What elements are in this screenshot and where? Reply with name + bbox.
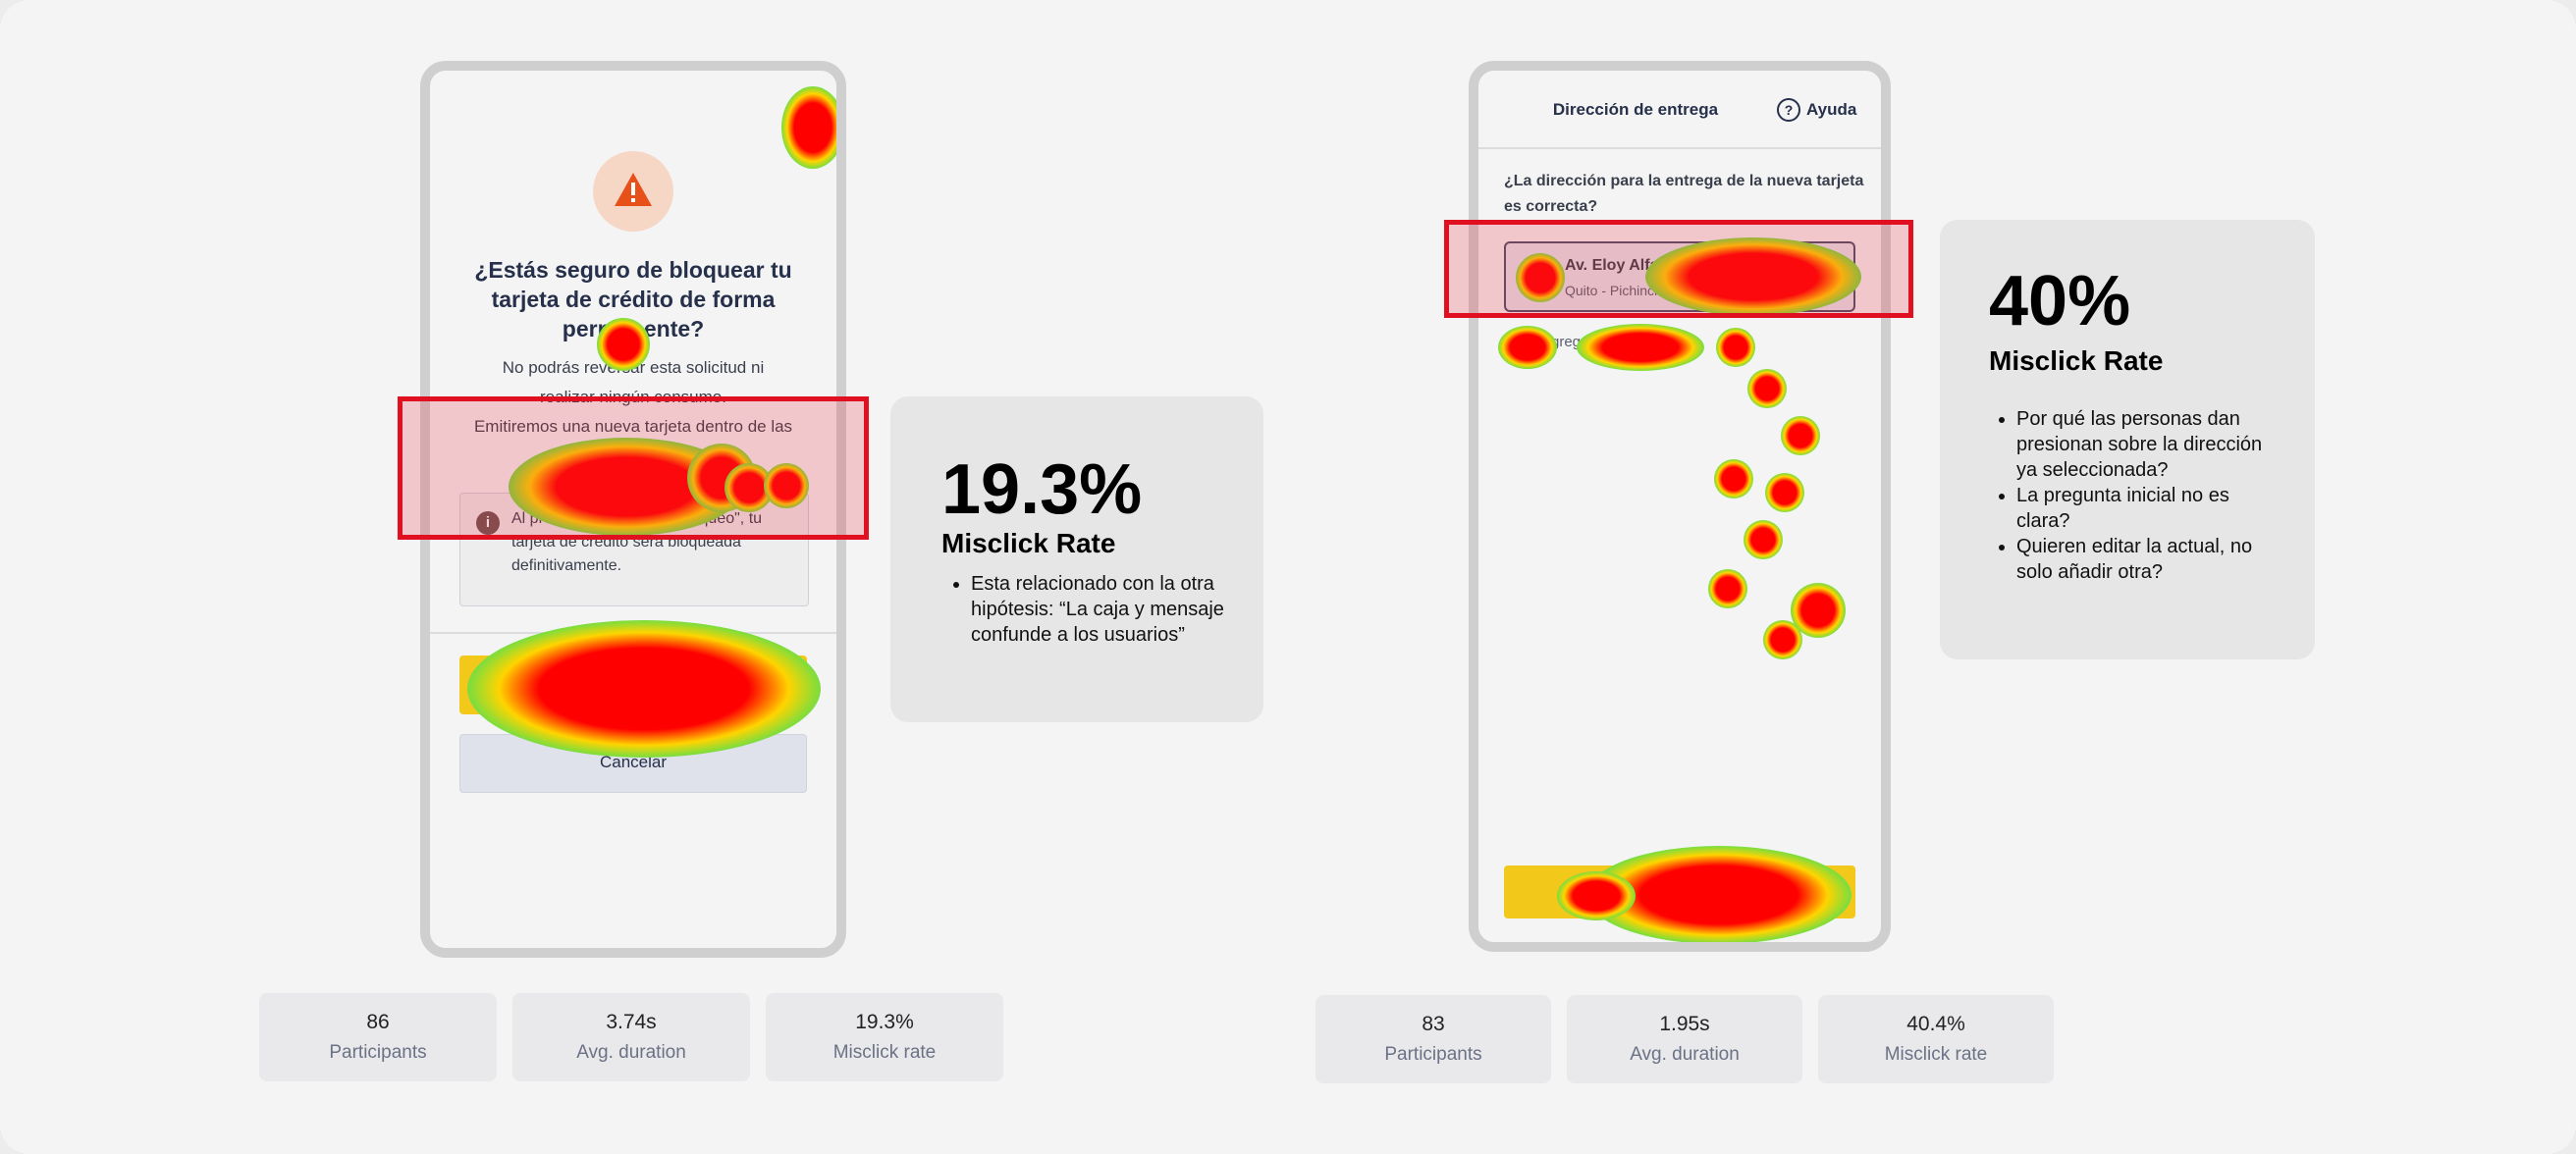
notes-list: Por qué las personas dan presionan sobre… xyxy=(1995,406,2272,585)
stat-duration: 3.74s Avg. duration xyxy=(512,993,750,1081)
stat-value: 1.95s xyxy=(1659,1013,1710,1035)
stat-misclick: 19.3% Misclick rate xyxy=(766,993,1003,1081)
highlight-box-right xyxy=(1444,220,1913,318)
question-text: ¿La dirección para la entrega de la nuev… xyxy=(1504,173,1864,215)
stat-participants: 86 Participants xyxy=(259,993,497,1081)
left-metric-card: 19.3% Misclick Rate Esta relacionado con… xyxy=(890,396,1263,722)
heat-blob xyxy=(1765,473,1804,512)
heat-blob xyxy=(1791,583,1846,638)
question-circle-icon: ? xyxy=(1777,98,1800,122)
plus-icon: + xyxy=(1518,330,1530,354)
misclick-label: Misclick Rate xyxy=(941,528,1116,558)
address-line2: Quito - Pichincha xyxy=(1565,283,1670,298)
misclick-value: 19.3% xyxy=(941,450,1143,529)
stat-label: Misclick rate xyxy=(832,1042,937,1063)
confirm-label: Confirmar xyxy=(1573,882,1648,899)
warning-triangle-icon xyxy=(615,173,652,206)
notes-list: Esta relacionado con la otra hipótesis: … xyxy=(949,571,1236,648)
confirm-block-button[interactable] xyxy=(459,656,807,714)
misclick-label: Misclick Rate xyxy=(1989,345,2164,376)
help-label: Ayuda xyxy=(1806,100,1857,119)
confirm-button[interactable]: Confirmar xyxy=(1504,866,1855,918)
stat-label: Misclick rate xyxy=(1884,1044,1988,1065)
heat-blob xyxy=(1744,520,1783,559)
header-divider xyxy=(1478,147,1881,149)
heat-blob xyxy=(781,86,836,169)
heat-blob xyxy=(1747,369,1787,408)
warning-icon-circle xyxy=(593,151,673,232)
stat-duration: 1.95s Avg. duration xyxy=(1567,995,1802,1083)
note-item: Esta relacionado con la otra hipótesis: … xyxy=(971,571,1236,648)
add-address-link[interactable]: + Agregar otra dirección xyxy=(1504,330,1740,357)
right-phone-screen: Dirección de entrega ? Ayuda ¿La direcci… xyxy=(1469,61,1891,952)
info-icon: i xyxy=(476,511,500,535)
heat-blob xyxy=(1714,459,1753,498)
heat-blob xyxy=(1763,620,1802,659)
heat-blob xyxy=(1781,416,1820,455)
stat-value: 40.4% xyxy=(1906,1013,1965,1035)
dialog-title: ¿Estás seguro de bloquear tu tarjeta de … xyxy=(474,257,792,341)
cancel-label: Cancelar xyxy=(599,753,668,771)
stat-value: 83 xyxy=(1422,1013,1445,1035)
stat-label: Participants xyxy=(1384,1044,1482,1065)
right-metric-card: 40% Misclick Rate Por qué las personas d… xyxy=(1940,220,2315,659)
note-item: Por qué las personas dan presionan sobre… xyxy=(2016,406,2272,483)
stat-label: Avg. duration xyxy=(576,1042,686,1063)
divider xyxy=(430,632,836,634)
note-item: Quieren editar la actual, no solo añadir… xyxy=(2016,534,2272,585)
stat-value: 3.74s xyxy=(606,1011,657,1033)
header-title: Dirección de entrega xyxy=(1552,100,1719,119)
left-phone-screen: ¿Estás seguro de bloquear tu tarjeta de … xyxy=(420,61,846,958)
heat-blob xyxy=(1708,569,1747,608)
note-item: La pregunta inicial no es clara? xyxy=(2016,483,2272,534)
stat-participants: 83 Participants xyxy=(1315,995,1551,1083)
stat-label: Participants xyxy=(329,1042,427,1063)
stat-value: 86 xyxy=(366,1011,390,1033)
add-address-label: Agregar otra dirección xyxy=(1541,334,1687,350)
help-link[interactable]: ? Ayuda xyxy=(1777,98,1865,124)
highlight-box-left xyxy=(398,396,869,540)
cancel-button[interactable]: Cancelar xyxy=(459,734,807,793)
stat-label: Avg. duration xyxy=(1630,1044,1740,1065)
stat-misclick: 40.4% Misclick rate xyxy=(1818,995,2054,1083)
stat-value: 19.3% xyxy=(855,1011,914,1033)
misclick-value: 40% xyxy=(1989,262,2131,341)
